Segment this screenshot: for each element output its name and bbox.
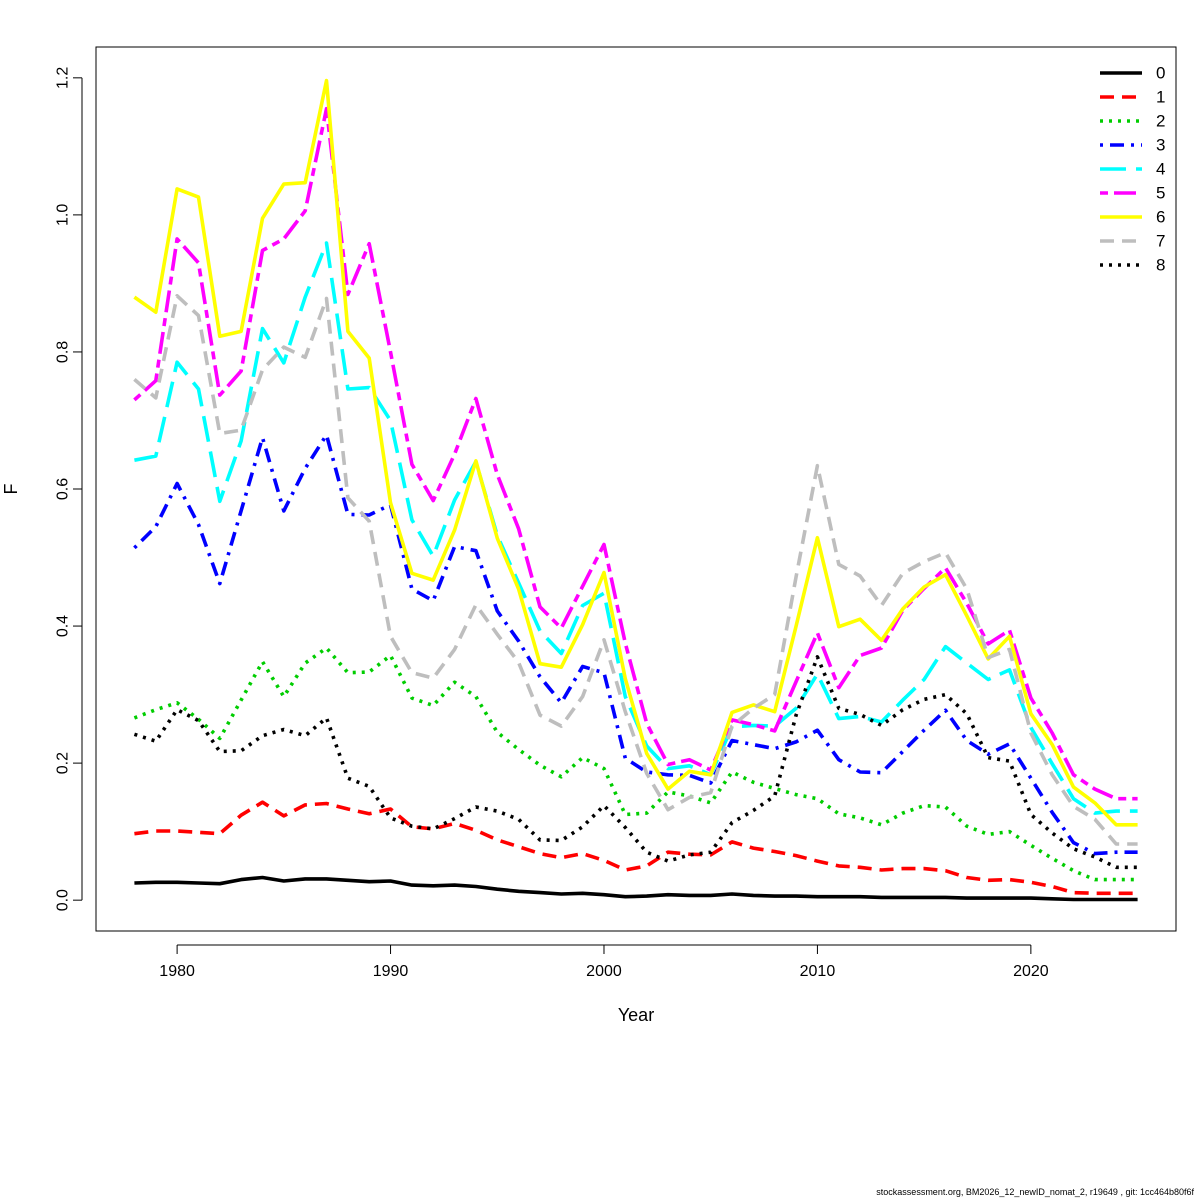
series-layer <box>133 78 1138 902</box>
legend-label-7: 7 <box>1156 232 1165 251</box>
series-line-5 <box>133 106 1138 801</box>
x-axis: 1980 1990 2000 2010 2020 <box>159 944 1049 980</box>
series-line-6 <box>133 78 1138 827</box>
y-axis-title: F <box>1 484 21 495</box>
y-tick-label: 0.4 <box>55 615 72 637</box>
x-tick-label: 1980 <box>159 963 195 980</box>
x-tick-label: 2000 <box>586 963 622 980</box>
legend-label-5: 5 <box>1156 184 1165 203</box>
x-axis-title: Year <box>618 1005 654 1025</box>
y-tick-label: 0.8 <box>55 341 72 363</box>
plot-frame <box>95 46 1177 932</box>
series-line-7 <box>133 293 1138 846</box>
x-tick-label: 2020 <box>1013 963 1049 980</box>
legend-label-2: 2 <box>1156 112 1165 131</box>
series-line-2 <box>133 646 1138 882</box>
y-axis: 0.0 0.2 0.4 0.6 0.8 1.0 1.2 <box>55 67 83 911</box>
legend-label-4: 4 <box>1156 160 1165 179</box>
legend: 0 1 2 3 4 5 6 7 8 <box>1100 64 1165 275</box>
y-tick-label: 0.0 <box>55 889 72 911</box>
y-tick-label: 1.2 <box>55 67 72 89</box>
legend-label-3: 3 <box>1156 136 1165 155</box>
footer-credit: stockassessment.org, BM2026_12_newID_nom… <box>876 1187 1194 1197</box>
legend-label-1: 1 <box>1156 88 1165 107</box>
y-tick-label: 0.6 <box>55 478 72 500</box>
x-tick-label: 1990 <box>373 963 409 980</box>
series-line-0 <box>134 875 1138 902</box>
series-line-4 <box>134 241 1138 815</box>
legend-label-0: 0 <box>1156 64 1165 83</box>
series-line-8 <box>133 655 1138 870</box>
series-line-3 <box>133 433 1138 856</box>
legend-label-6: 6 <box>1156 208 1165 227</box>
legend-label-8: 8 <box>1156 256 1165 275</box>
series-line-1 <box>134 800 1138 896</box>
y-tick-label: 0.2 <box>55 752 72 774</box>
y-tick-label: 1.0 <box>55 204 72 226</box>
x-tick-label: 2010 <box>800 963 836 980</box>
